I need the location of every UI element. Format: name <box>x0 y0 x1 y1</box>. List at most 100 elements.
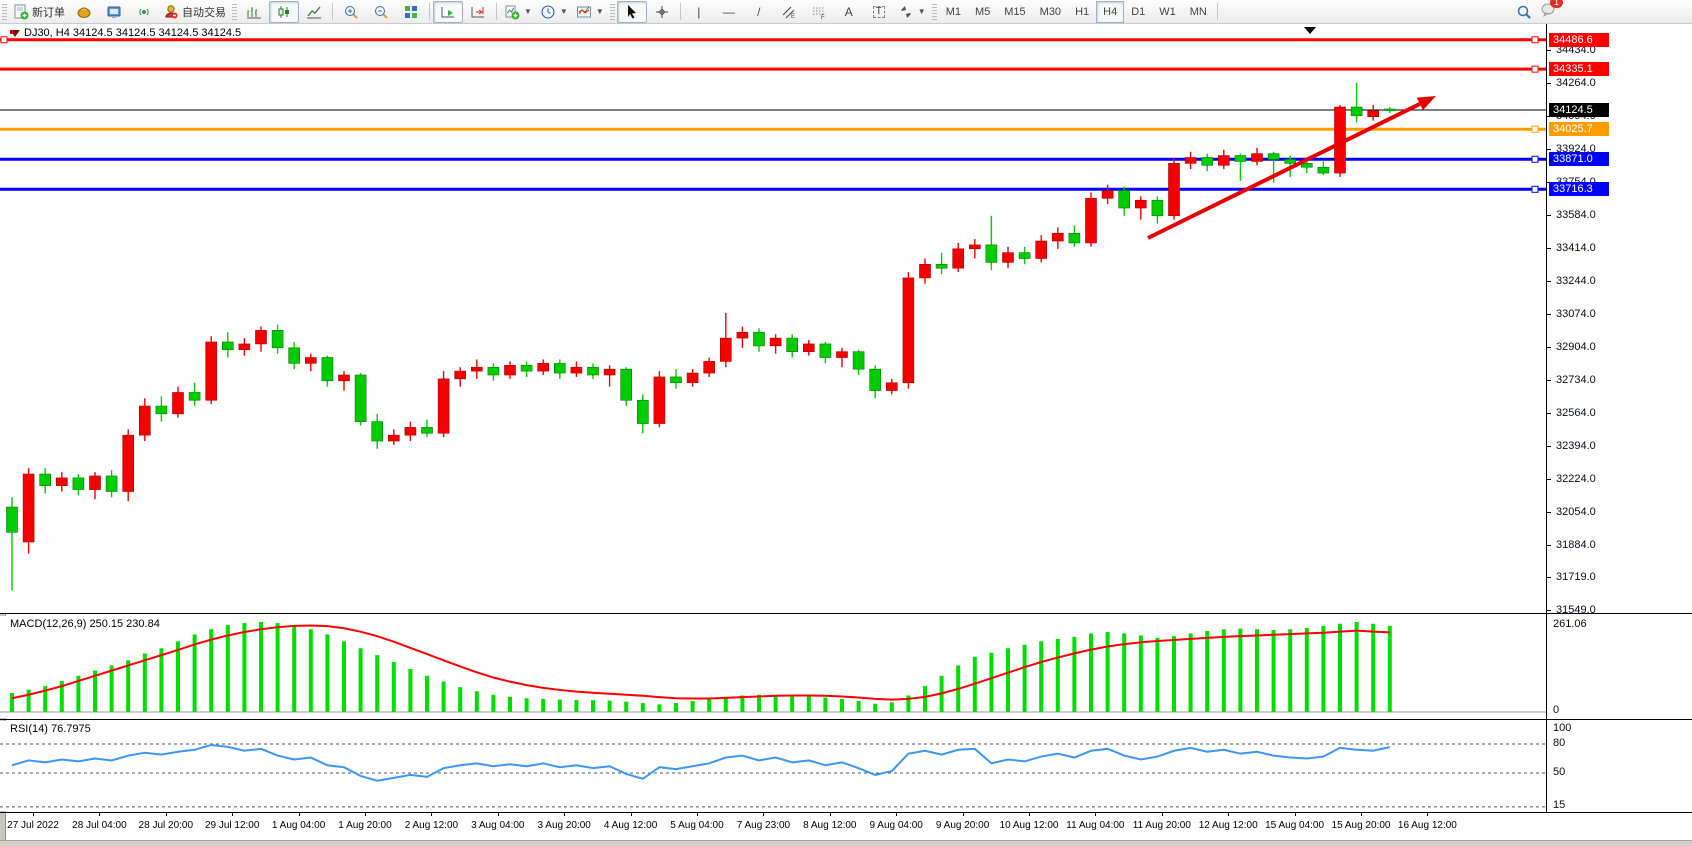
deposit-button[interactable] <box>69 1 99 23</box>
time-tick-mark <box>1427 812 1429 816</box>
zoom-in-icon <box>345 5 358 19</box>
templates-button[interactable]: ▼ <box>572 1 608 23</box>
new-order-button[interactable]: 新订单 <box>9 1 69 23</box>
date-label: 2 Aug 12:00 <box>404 820 459 831</box>
timeframe-m1-button[interactable]: M1 <box>945 5 961 18</box>
date-label: 15 Aug 20:00 <box>1331 820 1391 831</box>
time-tick-mark <box>99 812 101 816</box>
indicators-button[interactable]: ▼ <box>500 1 536 23</box>
time-tick-mark <box>1029 812 1030 816</box>
price-tick-label: 33074.0 <box>1556 308 1596 321</box>
timeframe-m5-button[interactable]: M5 <box>974 5 991 18</box>
price-tick-mark <box>1546 49 1551 51</box>
chart-shift-button[interactable] <box>463 1 493 23</box>
price-tick-mark <box>1546 181 1551 183</box>
price-tick-label: 32054.0 <box>1556 506 1596 519</box>
auto-scroll-button[interactable] <box>433 0 463 23</box>
timeframe-h1-button[interactable]: H1 <box>1075 5 1090 18</box>
price-badge-34124.5: 34124.5 <box>1549 103 1609 118</box>
price-chart[interactable] <box>0 24 1546 613</box>
crosshair-button[interactable] <box>647 1 677 23</box>
timeframes-dropdown-button[interactable]: ▼ <box>536 1 572 23</box>
search-icon[interactable] <box>1516 4 1532 20</box>
pane-separator[interactable] <box>0 719 1692 720</box>
fibonacci-tool-button[interactable]: F <box>804 1 834 23</box>
timeframe-m15-button[interactable]: M15 <box>1004 5 1026 18</box>
autotrading-button[interactable]: 自动交易 <box>159 1 230 23</box>
text-a-icon: A <box>844 4 853 19</box>
channel-tool-button[interactable]: E <box>774 1 804 23</box>
date-label: 27 Jul 2022 <box>7 820 59 831</box>
scroll-to-end-marker[interactable] <box>1304 27 1316 34</box>
broadcast-icon <box>139 8 149 15</box>
rsi-scale-15: 15 <box>1553 799 1566 811</box>
rsi-pane[interactable] <box>0 721 1546 811</box>
date-label: 3 Aug 04:00 <box>471 820 525 831</box>
trend-arrow[interactable] <box>1147 102 1421 240</box>
metaeditor-icon <box>107 6 121 18</box>
trendline-icon: / <box>757 4 761 19</box>
rsi-scale-50: 50 <box>1553 766 1566 778</box>
date-label: 1 Aug 04:00 <box>271 820 326 831</box>
arrows-icon <box>900 5 911 18</box>
trendline-tool-button[interactable]: / <box>744 1 774 23</box>
tile-windows-button[interactable] <box>396 1 426 23</box>
expand-subwindow-icon[interactable] <box>10 30 20 37</box>
time-tick-mark <box>1361 812 1362 816</box>
price-axis-line <box>1546 24 1547 812</box>
timeframe-m30-button[interactable]: M30 <box>1039 5 1062 18</box>
cursor-button[interactable] <box>616 0 647 23</box>
arrows-tool-button[interactable]: ▼ <box>894 1 930 23</box>
timeframe-h4-button[interactable]: H4 <box>1096 0 1125 23</box>
price-tick-label: 33414.0 <box>1556 242 1596 254</box>
date-label: 7 Aug 23:00 <box>736 820 791 831</box>
pane-separator[interactable] <box>0 613 1692 614</box>
timeframe-mn-button[interactable]: MN <box>1189 5 1207 18</box>
signals-button[interactable] <box>129 1 159 23</box>
chart-title: DJ30, H4 34124.5 34124.5 34124.5 34124.5 <box>24 27 242 39</box>
toolbar-grip <box>609 3 615 20</box>
bar-chart-mode-button[interactable] <box>239 1 269 23</box>
horizontal-line-tool-button[interactable]: — <box>714 1 744 23</box>
line-handle[interactable] <box>1531 185 1539 193</box>
line-handle[interactable] <box>1531 65 1539 73</box>
price-tick-mark <box>1546 380 1551 382</box>
candlestick-mode-button[interactable] <box>269 0 299 23</box>
metaeditor-button[interactable] <box>99 1 129 23</box>
price-tick-mark <box>1546 314 1551 316</box>
price-tick-label: 32224.0 <box>1556 473 1596 486</box>
zoom-out-button[interactable] <box>366 1 396 23</box>
macd-scale-top: 261.06 <box>1553 618 1587 630</box>
line-handle[interactable] <box>1531 125 1539 133</box>
candles-layer <box>6 82 1396 591</box>
line-chart-mode-button[interactable] <box>299 1 329 23</box>
time-tick-mark <box>298 812 300 816</box>
line-handle[interactable] <box>0 36 8 44</box>
line-handle[interactable] <box>1531 36 1539 44</box>
new-order-label: 新订单 <box>32 6 65 19</box>
line-handle[interactable] <box>1531 155 1539 163</box>
svg-text:F: F <box>821 15 825 20</box>
time-tick-mark <box>165 812 167 816</box>
text-label-tool-button[interactable]: T <box>864 1 894 23</box>
price-tick-mark <box>1546 347 1551 349</box>
timeframe-w1-button[interactable]: W1 <box>1159 5 1176 18</box>
price-badge-34025.7: 34025.7 <box>1549 122 1609 137</box>
timeframe-d1-button[interactable]: D1 <box>1131 5 1146 18</box>
price-tick-label: 34434.0 <box>1556 43 1596 56</box>
zoom-out-icon <box>375 5 388 19</box>
vertical-line-tool-button[interactable]: | <box>684 1 714 23</box>
date-label: 28 Jul 20:00 <box>138 820 194 831</box>
clock-icon <box>541 5 555 18</box>
macd-pane[interactable] <box>0 616 1546 718</box>
template-icon <box>576 6 591 17</box>
time-tick-mark <box>1095 812 1097 816</box>
zoom-in-button[interactable] <box>336 1 366 23</box>
time-tick-mark <box>365 812 366 816</box>
text-tool-button[interactable]: A <box>834 1 864 23</box>
notifications-button[interactable]: 1 <box>1540 0 1563 21</box>
toolbar-grip <box>232 3 237 20</box>
date-label: 4 Aug 12:00 <box>603 820 658 831</box>
time-tick-mark <box>1294 812 1296 816</box>
